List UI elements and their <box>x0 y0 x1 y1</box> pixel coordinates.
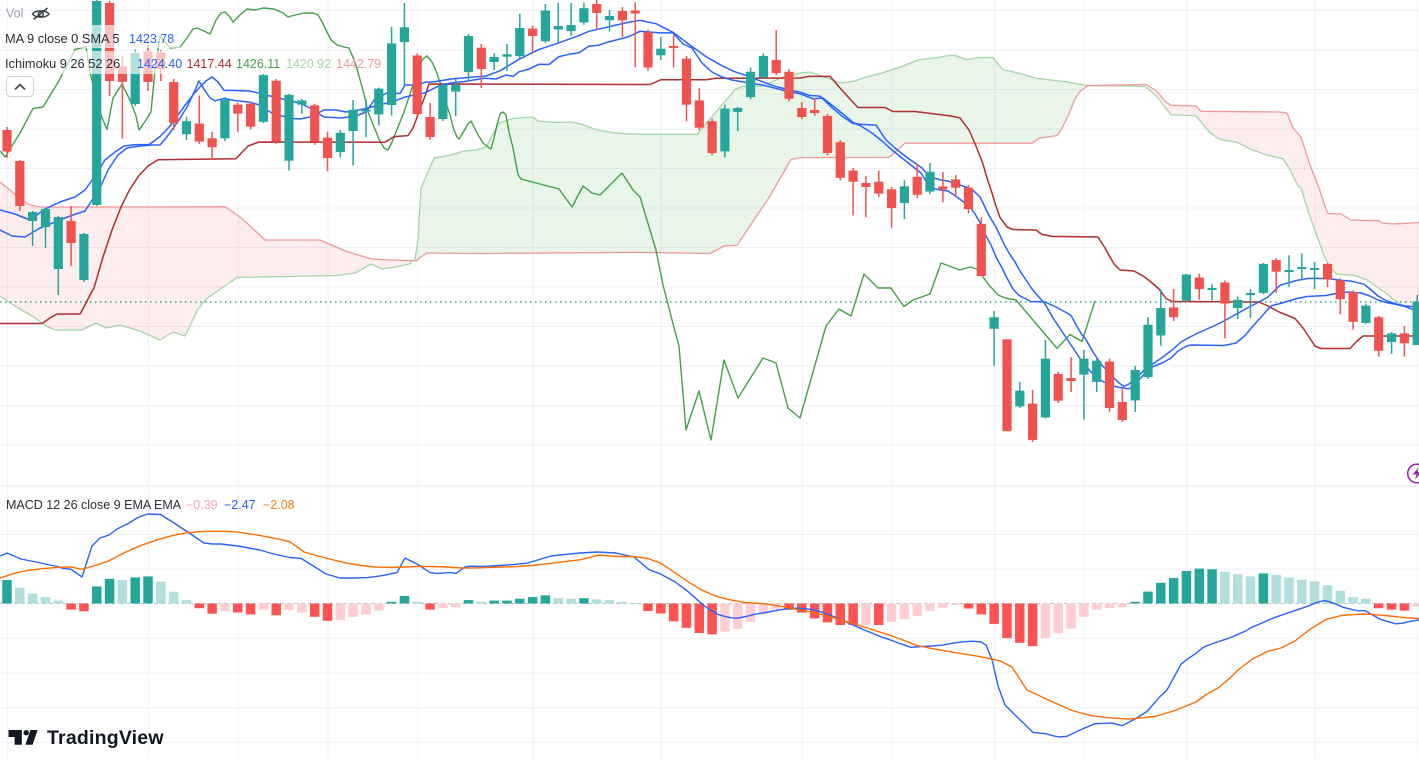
svg-text:1420.92: 1420.92 <box>286 57 331 71</box>
svg-text:Ichimoku 9 26 52 26: Ichimoku 9 26 52 26 <box>5 56 120 71</box>
svg-text:1442.79: 1442.79 <box>336 57 381 71</box>
svg-text:−2.47: −2.47 <box>224 498 256 512</box>
svg-text:1426.11: 1426.11 <box>236 57 280 71</box>
svg-text:Vol: Vol <box>6 7 23 21</box>
svg-text:1424.40: 1424.40 <box>137 57 182 71</box>
svg-text:TradingView: TradingView <box>47 727 164 749</box>
svg-text:1423.78: 1423.78 <box>129 32 174 46</box>
svg-text:MA 9 close 0 SMA 5: MA 9 close 0 SMA 5 <box>5 31 120 46</box>
svg-text:−2.08: −2.08 <box>263 498 295 512</box>
svg-text:−0.39: −0.39 <box>186 498 218 512</box>
svg-text:1417.44: 1417.44 <box>187 57 232 71</box>
svg-text:MACD 12 26 close 9 EMA EMA: MACD 12 26 close 9 EMA EMA <box>6 498 182 512</box>
